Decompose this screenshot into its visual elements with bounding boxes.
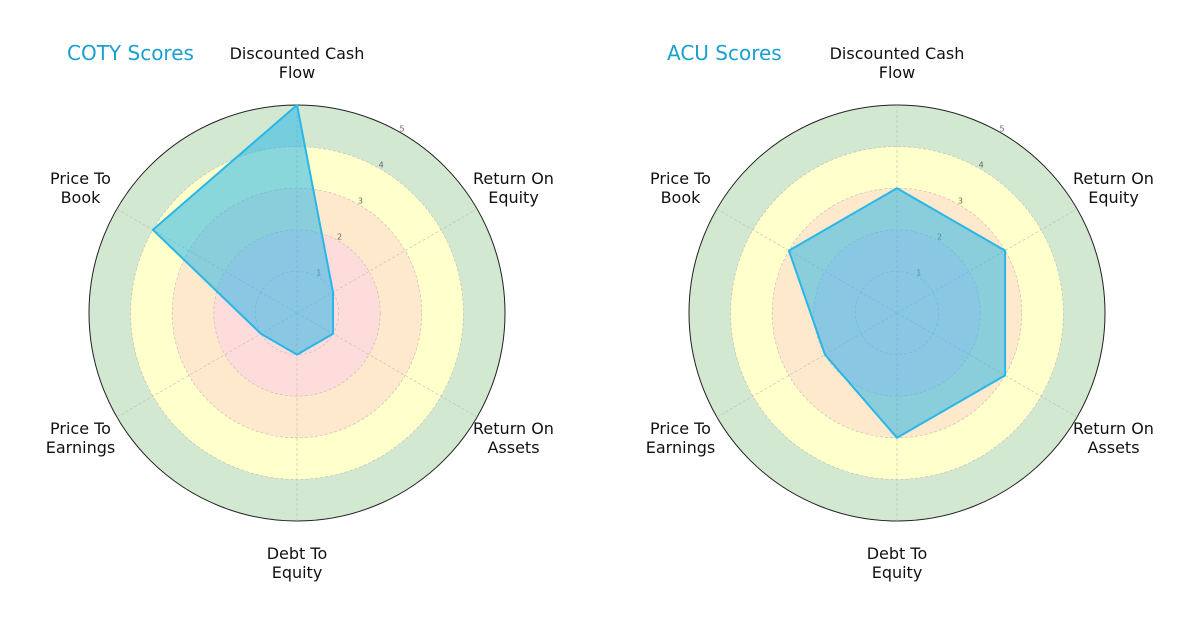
category-label: Price To Earnings (45, 419, 116, 457)
category-label: Price To Book (50, 169, 111, 207)
r-tick-label: 4 (379, 160, 384, 169)
category-label: Return On Equity (1073, 169, 1154, 207)
category-label: Discounted Cash Flow (229, 44, 365, 82)
category-label: Discounted Cash Flow (829, 44, 965, 82)
r-tick-label: 4 (979, 160, 984, 169)
chart-title: COTY Scores (67, 41, 194, 65)
r-tick-label: 5 (399, 124, 404, 133)
category-label: Price To Earnings (645, 419, 716, 457)
chart-title: ACU Scores (667, 41, 782, 65)
category-label: Price To Book (650, 169, 711, 207)
r-tick-label: 3 (358, 196, 363, 205)
score-area (151, 104, 335, 356)
category-label: Return On Assets (473, 419, 554, 457)
category-label: Return On Assets (1073, 419, 1154, 457)
category-label: Debt To Equity (266, 544, 328, 582)
category-label: Return On Equity (473, 169, 554, 207)
category-label: Debt To Equity (866, 544, 928, 582)
score-area (787, 187, 1007, 439)
r-tick-label: 5 (999, 124, 1004, 133)
r-tick-label: 2 (337, 232, 342, 241)
r-tick-label: 3 (958, 196, 963, 205)
